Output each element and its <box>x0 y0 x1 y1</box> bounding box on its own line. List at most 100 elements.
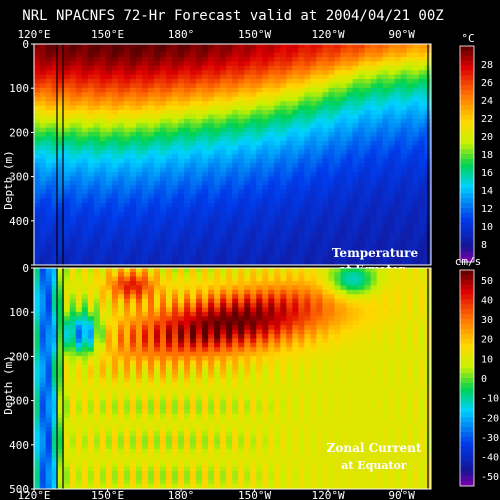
temperature-colorbar-segment <box>460 70 474 76</box>
temperature-colorbar-segment <box>460 90 474 96</box>
zonal-current-colorbar-segment <box>460 451 474 457</box>
zonal-current-x-ticks: 120°E 150°E 180° 150°W 120°W 90°W <box>17 489 415 500</box>
temperature-colorbar-segment <box>460 65 474 71</box>
temperature-colorbar-segment <box>460 237 474 243</box>
temperature-colorbar-segment <box>460 183 474 189</box>
zonal-current-x-tick-label: 120°W <box>312 489 345 500</box>
zonal-current-colorbar-segment <box>460 309 474 315</box>
temperature-colorbar-segment <box>460 124 474 130</box>
zonal-current-colorbar-segment <box>460 402 474 408</box>
temperature-colorbar-tick-label: 28 <box>481 60 493 71</box>
temperature-colorbar-tick-label: 16 <box>481 168 493 179</box>
zonal-current-colorbar-tick-label: -20 <box>481 413 499 424</box>
zonal-current-colorbar-segment <box>460 471 474 477</box>
zonal-current-y-tick-label: 200 <box>9 350 29 363</box>
temperature-x-tick-label: 180° <box>168 28 195 41</box>
temperature-x-tick-label: 150°E <box>91 28 124 41</box>
zonal-current-colorbar-segment <box>460 427 474 433</box>
zonal-current-colorbar-segment <box>460 456 474 462</box>
zonal-current-x-tick-label: 180° <box>168 489 195 500</box>
zonal-current-colorbar-segment <box>460 407 474 413</box>
temperature-colorbar-tick-label: 14 <box>481 186 493 197</box>
temperature-colorbar-tick-label: 12 <box>481 204 493 215</box>
temperature-colorbar-segment <box>460 178 474 184</box>
temperature-y-tick-label: 0 <box>22 38 29 51</box>
zonal-current-colorbar-segment <box>460 314 474 320</box>
temperature-colorbar-segment <box>460 134 474 140</box>
zonal-current-meridian-lines <box>56 268 429 489</box>
zonal-current-colorbar-segment <box>460 378 474 384</box>
temperature-colorbar-tick-label: 22 <box>481 114 493 125</box>
temperature-colorbar-tick-label: 26 <box>481 78 493 89</box>
zonal-current-colorbar-segment <box>460 343 474 349</box>
zonal-current-colorbar-tick-label: -50 <box>481 472 499 483</box>
temperature-colorbar: 8 10 12 14 16 18 20 22 24 26 28 <box>459 45 493 263</box>
temperature-panel: Temperature at Equator Depth (m) 0100200… <box>2 28 493 276</box>
zonal-current-colorbar-segment <box>460 348 474 354</box>
zonal-current-colorbar-tick-label: 40 <box>481 295 493 306</box>
zonal-current-y-tick-label: 300 <box>9 395 29 408</box>
temperature-colorbar-segment <box>460 193 474 199</box>
temperature-colorbar-segment <box>460 80 474 86</box>
temperature-colorbar-tick-label: 24 <box>481 96 493 107</box>
zonal-current-x-tick-label: 150°W <box>238 489 271 500</box>
zonal-current-label: Zonal Current <box>327 441 422 455</box>
zonal-current-colorbar-segment <box>460 368 474 374</box>
temperature-colorbar-segment <box>460 242 474 248</box>
zonal-current-colorbar-segment <box>460 338 474 345</box>
temperature-colorbar-segment <box>460 247 474 253</box>
zonal-current-colorbar-segment <box>460 466 474 472</box>
zonal-current-y-label: Depth (m) <box>2 355 15 415</box>
temperature-y-label: Depth (m) <box>2 150 15 210</box>
temperature-colorbar-segment <box>460 50 474 57</box>
zonal-current-colorbar-segment <box>460 392 474 399</box>
zonal-current-colorbar-segment <box>460 279 474 286</box>
temperature-y-tick-label: 400 <box>9 215 29 228</box>
zonal-current-colorbar-segment <box>460 270 474 276</box>
zonal-current-x-tick-label: 120°E <box>17 489 50 500</box>
temperature-colorbar-segment <box>460 95 474 101</box>
temperature-colorbar-segment <box>460 163 474 170</box>
temperature-colorbar-tick-label: 8 <box>481 240 487 251</box>
zonal-current-colorbar-tick-label: -30 <box>481 433 499 444</box>
temperature-colorbar-segment <box>460 149 474 155</box>
temperature-colorbar-frame <box>459 45 475 263</box>
zonal-current-x-tick-label: 150°E <box>91 489 124 500</box>
zonal-current-colorbar-segment <box>460 363 474 369</box>
temperature-colorbar-segment <box>460 227 474 233</box>
zonal-current-colorbar-tick-label: 50 <box>481 276 493 287</box>
temperature-colorbar-segment <box>460 109 474 116</box>
zonal-current-colorbar-segment <box>460 373 474 379</box>
temperature-y-tick-label: 100 <box>9 82 29 95</box>
temperature-colorbar-segment <box>460 154 474 160</box>
temperature-x-tick-label: 120°W <box>312 28 345 41</box>
zonal-current-colorbar-segment <box>460 294 474 300</box>
zonal-current-colorbar-segment <box>460 299 474 305</box>
zonal-current-colorbar-segment <box>460 289 474 295</box>
zonal-current-panel-frame <box>33 267 432 490</box>
temperature-colorbar-segment <box>460 217 474 224</box>
zonal-current-colorbar-tick-label: 0 <box>481 374 487 385</box>
temperature-colorbar-segment <box>460 60 474 67</box>
zonal-current-panel: Zonal Current at Equator Depth (m) 01002… <box>2 255 499 500</box>
zonal-current-colorbar-segment <box>460 324 474 330</box>
zonal-current-colorbar-segment <box>460 436 474 443</box>
temperature-colorbar-segment <box>460 158 474 165</box>
temperature-colorbar-segment <box>460 203 474 209</box>
zonal-current-colorbar-segment <box>460 387 474 394</box>
temperature-colorbar-segment <box>460 85 474 91</box>
zonal-current-colorbar-unit: cm/s <box>455 255 482 268</box>
zonal-current-colorbar-segment <box>460 274 474 281</box>
zonal-current-colorbar-segment <box>460 304 474 310</box>
temperature-colorbar-segment <box>460 114 474 121</box>
temperature-colorbar-segment <box>460 222 474 229</box>
zonal-current-colorbar-segment <box>460 432 474 438</box>
zonal-current-colorbar-segment <box>460 319 474 325</box>
zonal-current-y-tick-label: 100 <box>9 306 29 319</box>
zonal-current-colorbar-segment <box>460 358 474 364</box>
temperature-field <box>34 44 431 265</box>
zonal-current-colorbar-segment <box>460 397 474 403</box>
zonal-current-colorbar-segment <box>460 417 474 423</box>
temperature-panel-frame <box>33 43 432 266</box>
